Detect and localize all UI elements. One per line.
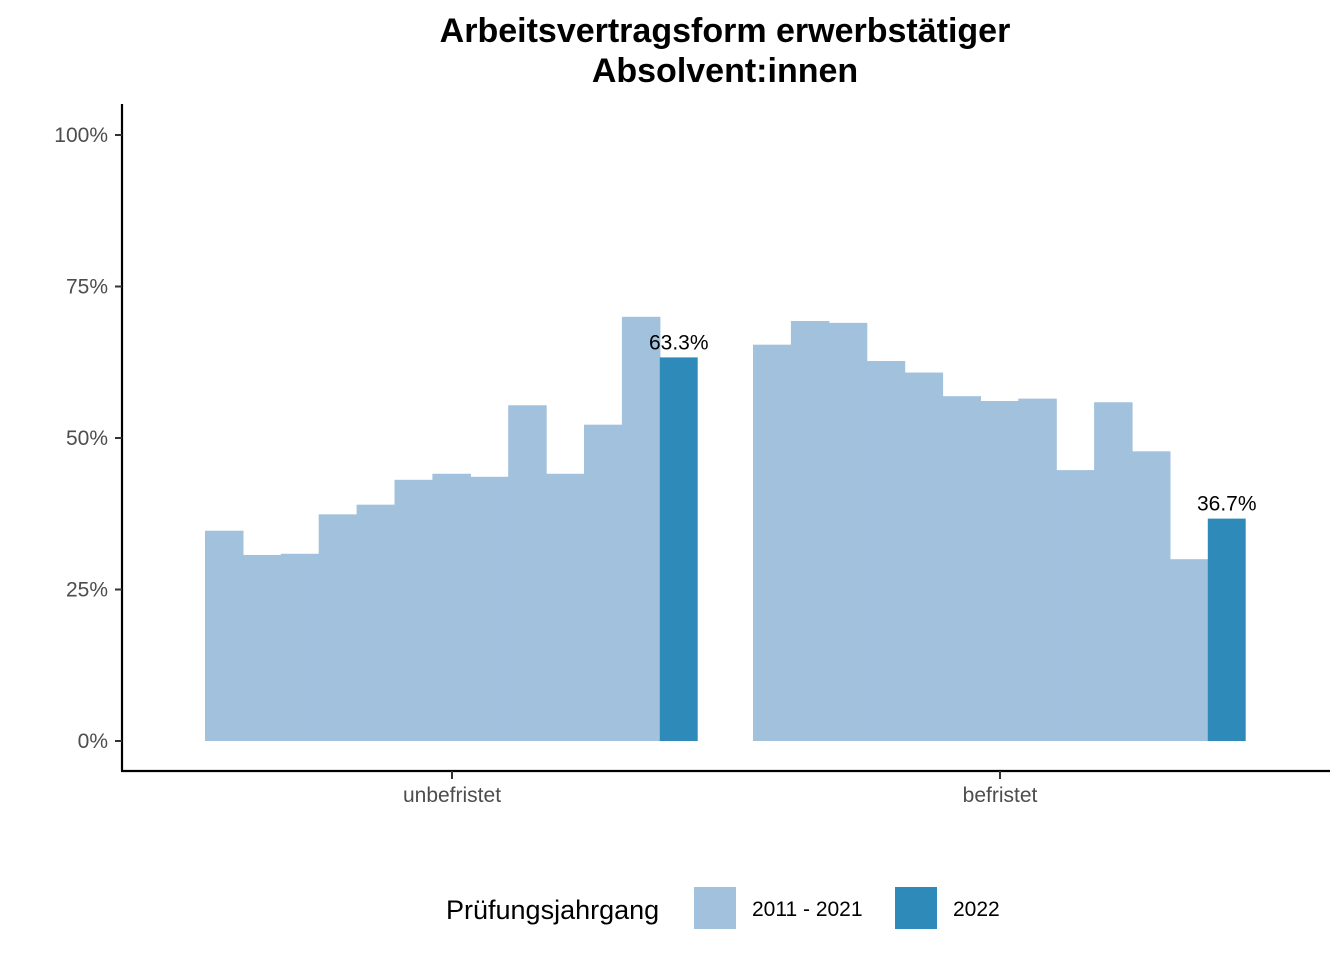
legend-title: Prüfungsjahrgang <box>446 895 659 925</box>
bar-unbefristet-history-2 <box>242 554 282 741</box>
bar-befristet-history-5 <box>904 372 944 741</box>
bar-unbefristet-history-6 <box>394 479 433 741</box>
bar-befristet-history-3 <box>828 322 868 741</box>
bar-befristet-history-7 <box>980 401 1019 741</box>
bar-unbefristet-2022 <box>659 357 698 741</box>
bar-unbefristet-history-1 <box>205 530 244 741</box>
bar-befristet-history-6 <box>942 396 981 741</box>
bar-befristet-history-8 <box>1018 398 1057 741</box>
y-tick-label: 0% <box>78 730 108 753</box>
chart-title-line-1: Arbeitsvertragsform erwerbstätiger <box>440 12 1011 50</box>
plot-bars <box>205 316 1246 741</box>
legend-swatch-2022 <box>895 887 937 929</box>
bar-unbefristet-history-7 <box>432 473 471 741</box>
bar-befristet-history-1 <box>753 344 792 741</box>
bar-unbefristet-history-4 <box>318 514 358 741</box>
bar-unbefristet-history-3 <box>280 553 320 741</box>
bar-befristet-history-2 <box>790 321 830 741</box>
x-tick-label-befristet: befristet <box>963 784 1038 807</box>
y-axis: 0% 25% 50% 75% 100% <box>54 104 124 771</box>
bar-befristet-history-9 <box>1056 470 1095 741</box>
bar-unbefristet-history-12 <box>621 316 661 741</box>
plot-data-labels: 63.3% 36.7% <box>649 331 1257 515</box>
bar-unbefristet-history-11 <box>584 424 623 741</box>
y-tick-label: 25% <box>66 579 108 602</box>
chart-title: Arbeitsvertragsform erwerbstätiger Absol… <box>440 12 1011 90</box>
legend: Prüfungsjahrgang 2011 - 2021 2022 <box>446 887 1000 929</box>
x-tick-label-unbefristet: unbefristet <box>403 784 501 807</box>
chart-title-line-2: Absolvent:innen <box>592 52 858 90</box>
bar-befristet-history-11 <box>1132 451 1171 741</box>
legend-label-2022: 2022 <box>953 898 1000 921</box>
data-label-unbefristet-2022: 63.3% <box>649 331 709 354</box>
bar-befristet-history-12 <box>1169 559 1209 741</box>
y-tick-label: 100% <box>54 124 108 147</box>
bar-unbefristet-history-5 <box>356 504 396 741</box>
x-axis: unbefristet befristet <box>121 769 1330 807</box>
legend-label-2011-2021: 2011 - 2021 <box>752 898 863 921</box>
bar-unbefristet-history-10 <box>546 473 585 741</box>
bar-unbefristet-history-9 <box>508 405 547 741</box>
bar-befristet-history-10 <box>1094 402 1133 741</box>
bar-befristet-2022 <box>1207 518 1246 741</box>
y-tick-label: 50% <box>66 427 108 450</box>
bar-unbefristet-history-8 <box>470 476 509 741</box>
legend-swatch-2011-2021 <box>694 887 736 929</box>
data-label-befristet-2022: 36.7% <box>1197 493 1257 516</box>
bar-befristet-history-4 <box>866 361 906 741</box>
y-tick-label: 75% <box>66 276 108 299</box>
